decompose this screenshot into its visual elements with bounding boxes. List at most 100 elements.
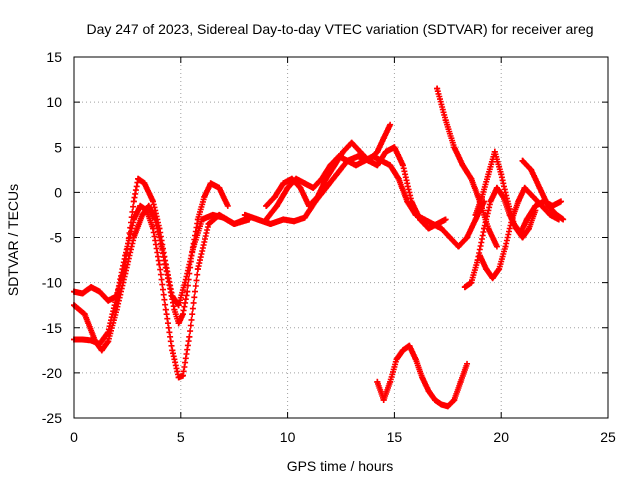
data-point — [301, 180, 308, 187]
data-point — [135, 175, 142, 182]
x-tick-label: 0 — [70, 429, 78, 445]
data-point — [335, 153, 342, 160]
data-point — [395, 175, 402, 182]
data-point — [340, 148, 347, 155]
data-point — [280, 216, 287, 223]
data-point — [179, 311, 186, 318]
data-point — [79, 290, 86, 297]
data-point — [493, 184, 500, 191]
chart-title: Day 247 of 2023, Sidereal Day-to-day VTE… — [86, 21, 593, 37]
y-tick-label: -25 — [42, 410, 62, 426]
data-point — [493, 243, 500, 250]
data-point — [489, 275, 496, 282]
data-point — [498, 171, 505, 178]
data-point — [263, 202, 270, 209]
data-point — [301, 214, 308, 221]
data-point — [523, 216, 530, 223]
data-point — [327, 162, 334, 169]
y-tick-label: 5 — [54, 139, 62, 155]
data-point — [199, 216, 206, 223]
data-point — [374, 148, 381, 155]
data-point — [79, 336, 86, 343]
y-tick-label: -20 — [42, 365, 62, 381]
data-point — [425, 387, 432, 394]
data-point — [156, 225, 163, 232]
data-point — [455, 243, 462, 250]
data-point — [560, 216, 567, 223]
data-point — [184, 288, 191, 295]
data-point — [481, 225, 488, 232]
data-point — [150, 198, 157, 205]
data-point — [141, 180, 148, 187]
data-point — [425, 225, 432, 232]
data-point — [444, 403, 451, 410]
data-point — [521, 184, 528, 191]
data-point — [387, 378, 394, 385]
data-point — [254, 216, 261, 223]
data-point — [519, 157, 526, 164]
data-point — [434, 85, 441, 92]
data-point — [419, 374, 426, 381]
data-point — [446, 234, 453, 241]
data-point — [483, 266, 490, 273]
data-point — [459, 162, 466, 169]
data-point — [442, 216, 449, 223]
data-point — [241, 211, 248, 218]
data-point — [429, 220, 436, 227]
data-point — [348, 139, 355, 146]
x-tick-label: 5 — [177, 429, 185, 445]
data-point — [525, 225, 532, 232]
data-point — [438, 401, 445, 408]
data-point — [387, 162, 394, 169]
data-point — [491, 148, 498, 155]
data-point — [122, 261, 129, 268]
data-point — [194, 266, 201, 273]
data-point — [468, 175, 475, 182]
series-track-3 — [71, 175, 248, 309]
data-point — [305, 202, 312, 209]
data-point — [374, 162, 381, 169]
data-series — [71, 85, 567, 410]
data-point — [378, 157, 385, 164]
data-point — [156, 261, 163, 268]
series-track-6 — [263, 153, 488, 250]
data-point — [511, 220, 518, 227]
x-tick-label: 15 — [387, 429, 403, 445]
data-point — [558, 198, 565, 205]
data-point — [553, 211, 560, 218]
data-point — [344, 157, 351, 164]
data-point — [382, 148, 389, 155]
data-point — [472, 211, 479, 218]
data-point — [442, 117, 449, 124]
data-point — [431, 396, 438, 403]
data-point — [130, 198, 137, 205]
data-point — [406, 342, 413, 349]
y-tick-label: 15 — [46, 49, 62, 65]
data-point — [209, 211, 216, 218]
data-point — [231, 220, 238, 227]
series-track-7 — [434, 85, 500, 250]
data-point — [291, 218, 298, 225]
data-point — [515, 198, 522, 205]
x-axis-label: GPS time / hours — [287, 458, 394, 474]
data-point — [137, 202, 144, 209]
data-point — [310, 184, 317, 191]
data-point — [476, 252, 483, 259]
data-point — [355, 153, 362, 160]
data-point — [532, 202, 539, 209]
data-point — [399, 347, 406, 354]
data-point — [267, 220, 274, 227]
data-point — [105, 297, 112, 304]
data-point — [88, 284, 95, 291]
data-point — [478, 193, 485, 200]
data-point — [461, 284, 468, 291]
data-point — [504, 198, 511, 205]
data-point — [88, 337, 95, 344]
data-point — [179, 372, 186, 379]
data-point — [464, 360, 471, 367]
y-tick-label: -15 — [42, 320, 62, 336]
x-tick-label: 10 — [280, 429, 296, 445]
data-point — [271, 193, 278, 200]
data-point — [421, 216, 428, 223]
